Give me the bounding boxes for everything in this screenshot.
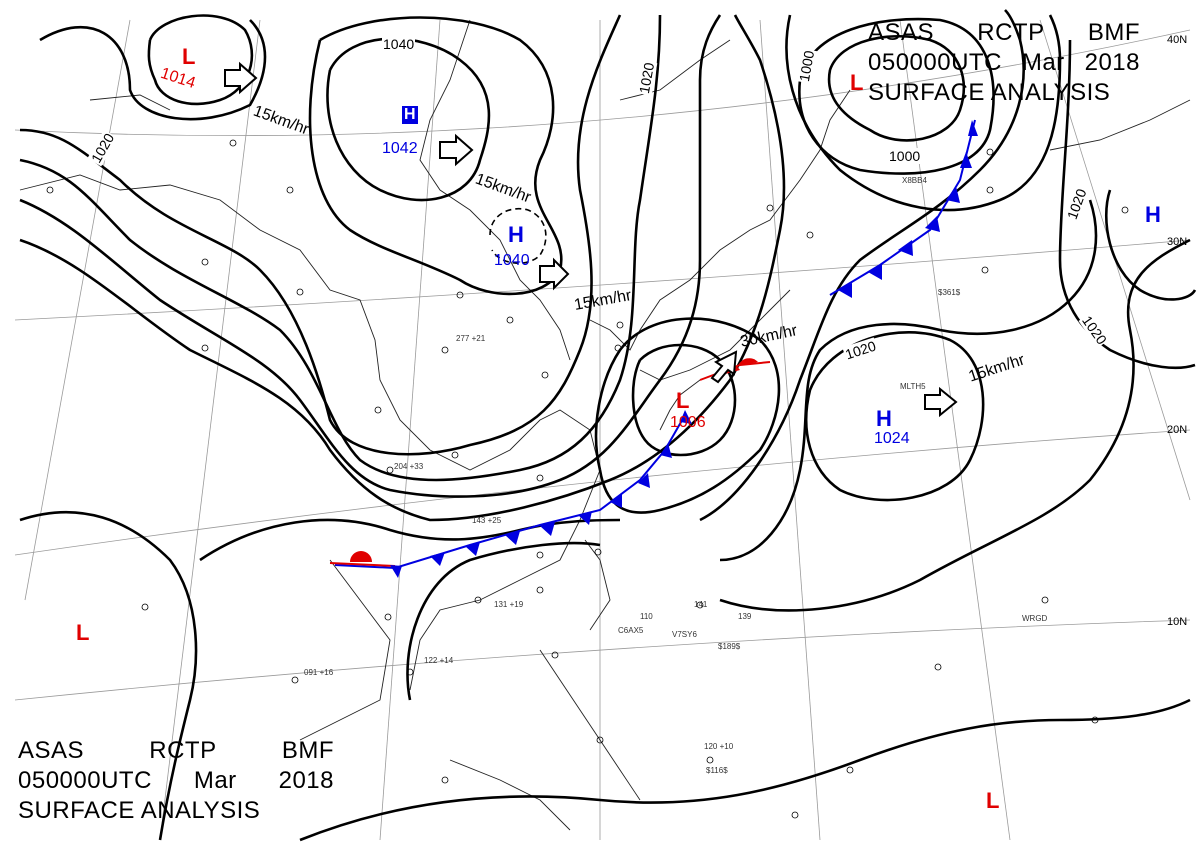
isobar-low-ne-2 xyxy=(798,17,995,175)
station-reading: 120 +10 xyxy=(704,742,734,751)
title-time: 050000UTC xyxy=(18,767,152,794)
station-reading: 139 xyxy=(738,612,752,621)
high-east-marker: H xyxy=(1145,202,1161,227)
high-north-marker: H xyxy=(402,106,418,124)
station-reading: $361$ xyxy=(938,288,961,297)
title-year: 2018 xyxy=(278,767,334,794)
low-sw-marker: L xyxy=(76,620,90,645)
station-reading: $116$ xyxy=(706,766,728,775)
title-code: BMF xyxy=(1087,19,1140,46)
isobar-label: 1000 xyxy=(888,148,922,164)
title-time: 050000UTC xyxy=(868,49,1002,76)
isobar-low-japan-outer xyxy=(594,317,781,514)
low-japan-marker: L xyxy=(676,388,690,413)
title-block-top-right: ASAS RCTP BMF 050000UTC Mar 2018 SURFACE ANA… xyxy=(868,18,1140,108)
isobar-1020-far-south xyxy=(299,698,1191,842)
high-central-marker: H xyxy=(508,222,524,247)
isobar-4 xyxy=(19,14,786,522)
isobar-far-east xyxy=(1104,189,1197,301)
high-pacific-pressure: 1024 xyxy=(874,430,910,447)
isobar-ne-3 xyxy=(785,14,1062,212)
station-reading: MLTH5 xyxy=(900,382,926,391)
title-type: SURFACE ANALYSIS xyxy=(868,79,1111,106)
isobar-sw-big xyxy=(19,510,198,841)
isobar-high-pacific xyxy=(804,331,985,502)
isobar-low-nw-inner xyxy=(147,14,254,106)
title-station: RCTP xyxy=(977,19,1045,46)
latitude-label: 40N xyxy=(1167,34,1188,46)
latitude-label: 10N xyxy=(1167,616,1188,628)
isobar-far-east-2 xyxy=(1058,39,1196,370)
station-reading: 143 +25 xyxy=(472,516,502,525)
station-reading: C6AX5 xyxy=(618,626,644,635)
station-reading: $189$ xyxy=(718,642,741,651)
title-code: BMF xyxy=(281,737,334,764)
station-reading: 091 +16 xyxy=(304,668,334,677)
station-reading: V7SY6 xyxy=(672,630,697,639)
isobar-south xyxy=(199,518,621,562)
high-central-pressure: 1040 xyxy=(494,252,530,269)
title-type: SURFACE ANALYSIS xyxy=(18,797,261,824)
isobar-high-central-dashed xyxy=(489,208,547,264)
isobar-3 xyxy=(19,14,722,498)
high-pacific-marker: H xyxy=(876,406,892,431)
high-north-pressure: 1042 xyxy=(382,140,418,157)
title-block-bottom-left: ASAS RCTP BMF 050000UTC Mar 2018 SURFACE ANA… xyxy=(18,736,334,826)
station-reading: 110 xyxy=(640,612,653,621)
isobars xyxy=(19,9,1197,842)
station-reading: 131 +19 xyxy=(494,600,524,609)
station-reading: 141 xyxy=(694,600,708,609)
isobar-east-2 xyxy=(719,199,1098,562)
latitude-label: 30N xyxy=(1167,236,1188,248)
motion-arrows xyxy=(224,61,958,418)
low-ne-marker: L xyxy=(850,70,864,95)
isobar-nw-1 xyxy=(39,19,267,121)
station-reading: WRGD xyxy=(1022,614,1048,623)
title-station: RCTP xyxy=(149,737,217,764)
station-reading: 204 +33 xyxy=(394,462,424,471)
low-nw-marker: L xyxy=(182,44,196,69)
front-cold-ne xyxy=(829,119,978,298)
isobar-2 xyxy=(19,14,662,482)
coastlines xyxy=(19,19,1191,831)
isobar-low-japan xyxy=(631,343,737,457)
isobar-south-2 xyxy=(406,541,601,701)
isobar-label: 1040 xyxy=(382,36,416,52)
latitude-label: 20N xyxy=(1167,424,1188,436)
low-se-marker: L xyxy=(986,788,1000,813)
title-month: Mar xyxy=(1021,49,1065,76)
isobar-east-1 xyxy=(699,9,1025,522)
isobar-1 xyxy=(19,14,622,456)
low-japan-pressure: 1006 xyxy=(670,414,706,431)
station-reading: X8BB4 xyxy=(902,176,927,185)
isobar-east-3 xyxy=(719,238,1191,612)
title-agency: ASAS xyxy=(868,19,935,46)
title-year: 2018 xyxy=(1084,49,1140,76)
isobar-low-ne-1 xyxy=(827,34,965,142)
station-reading: 277 +21 xyxy=(456,334,486,343)
title-month: Mar xyxy=(193,767,237,794)
title-agency: ASAS xyxy=(18,737,85,764)
station-reading: 122 +14 xyxy=(424,656,454,665)
station-markers xyxy=(46,139,1129,819)
